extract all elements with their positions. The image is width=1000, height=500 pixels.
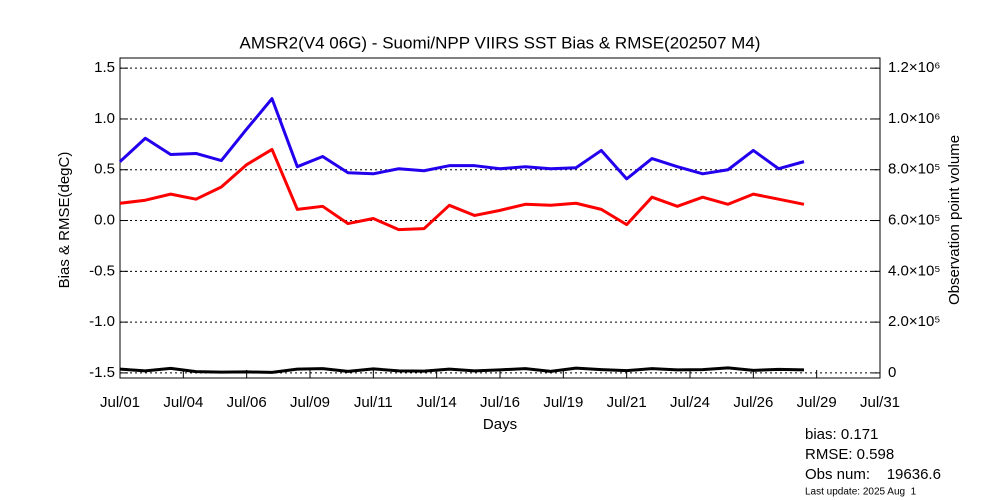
x-tick-label: Jul/24 — [670, 394, 710, 411]
chart-title: AMSR2(V4 06G) - Suomi/NPP VIIRS SST Bias… — [240, 33, 761, 52]
y-tick-label: 1.0 — [94, 110, 115, 127]
plot-frame — [119, 57, 881, 379]
y-tick-label: -1.5 — [89, 364, 115, 381]
x-tick-label: Jul/14 — [417, 394, 457, 411]
y2-tick-label: 6.0×10⁵ — [888, 212, 941, 229]
y2-axis-label: Observation point volume — [946, 135, 963, 305]
data-line — [119, 147, 805, 232]
annotation: bias: 0.171 — [805, 426, 878, 443]
y2-tick-label: 1.0×10⁶ — [888, 110, 940, 127]
y-tick-label: -1.0 — [89, 313, 115, 330]
y2-tick-label: 4.0×10⁵ — [888, 262, 941, 279]
y-tick-label: 0.0 — [94, 212, 115, 229]
x-tick-label: Jul/09 — [290, 394, 330, 411]
x-axis-label: Days — [483, 416, 517, 433]
x-tick-label: Jul/19 — [543, 394, 583, 411]
data-line — [119, 366, 805, 374]
annotation: Last update: 2025 Aug 1 — [805, 487, 917, 498]
x-tick-label: Jul/06 — [227, 394, 267, 411]
y-axis-label: Bias & RMSE(degC) — [56, 152, 73, 289]
x-tick-label: Jul/31 — [860, 394, 900, 411]
x-tick-label: Jul/01 — [100, 394, 140, 411]
y-tick-label: 0.5 — [94, 161, 115, 178]
y-tick-label: 1.5 — [94, 59, 115, 76]
x-tick-label: Jul/21 — [607, 394, 647, 411]
x-tick-label: Jul/11 — [354, 394, 393, 411]
annotation: RMSE: 0.598 — [805, 446, 894, 463]
x-tick-label: Jul/26 — [733, 394, 773, 411]
y2-tick-label: 1.2×10⁶ — [888, 59, 940, 76]
y2-tick-label: 8.0×10⁵ — [888, 161, 941, 178]
y-tick-label: -0.5 — [89, 262, 115, 279]
annotation: Obs num: 19636.6 — [805, 466, 941, 483]
y2-tick-label: 0 — [888, 364, 896, 381]
x-tick-label: Jul/16 — [480, 394, 520, 411]
x-tick-label: Jul/29 — [797, 394, 837, 411]
data-line — [118, 97, 805, 181]
x-tick-label: Jul/04 — [163, 394, 203, 411]
y2-tick-label: 2.0×10⁵ — [888, 313, 941, 330]
